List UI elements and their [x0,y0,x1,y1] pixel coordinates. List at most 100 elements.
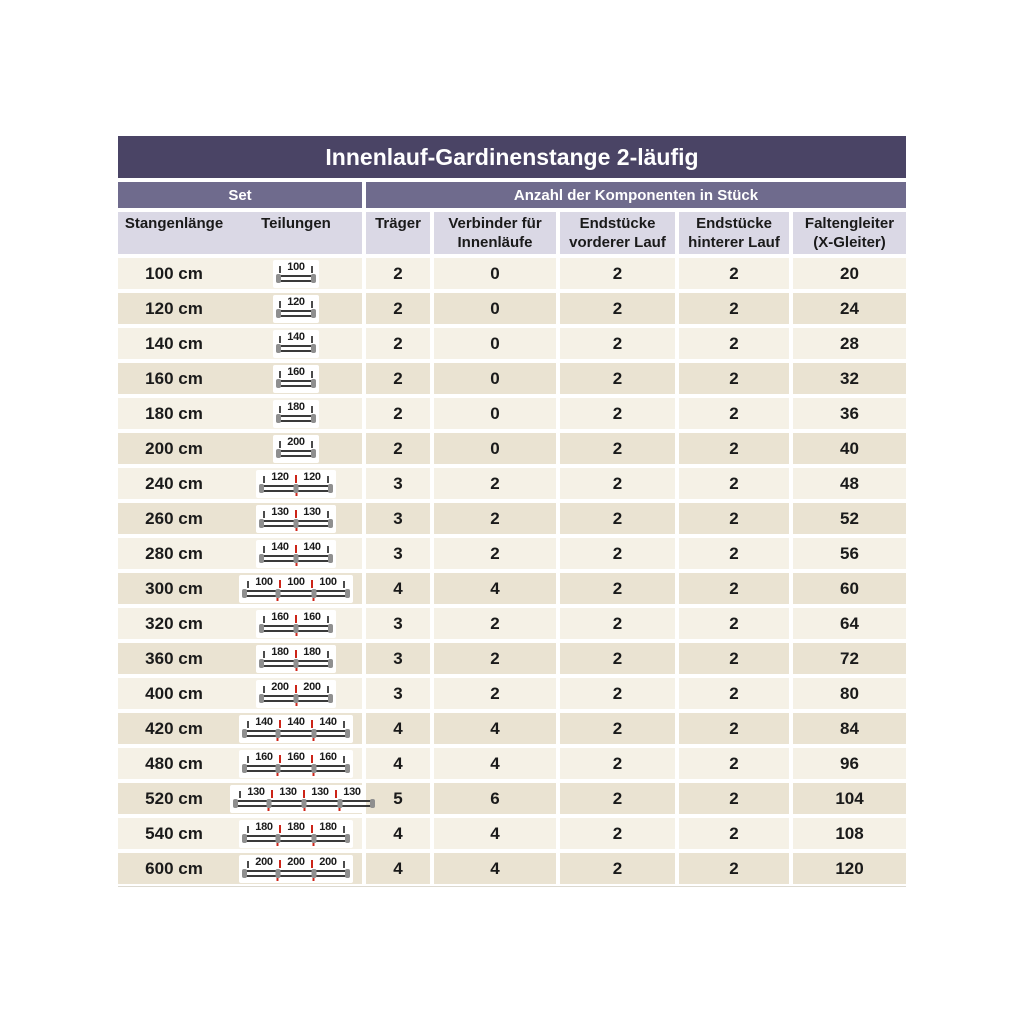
segment-length-label: 120 [287,295,305,308]
rod-length-value: 160 cm [145,368,203,388]
rod-graphic [259,553,333,566]
rod-graphic [276,308,316,320]
rod-division-diagram: 200 200 [230,679,362,708]
curtain-rod-icon: 160 160 160 [239,749,353,778]
dimension-tick-icon [343,580,345,588]
joint-tick-icon [279,754,281,763]
table-row: 320 cm 160 160 3 2 2 2 64 [118,608,906,639]
traeger-count: 3 [366,608,430,639]
rod-endcap-icon [233,798,238,808]
traeger-count: 5 [366,783,430,814]
dimension-tick-icon [279,405,281,413]
faltengleiter-count: 80 [793,678,906,709]
dimension-tick-icon [279,370,281,378]
segment-length-label: 100 [319,575,337,588]
table-row: 100 cm 100 2 0 2 2 20 [118,258,906,289]
rod-length-value: 100 cm [145,263,203,283]
column-header-stangenlaenge: Stangenlänge [124,215,224,232]
dimension-tick-icon [327,650,329,658]
endstuecke-vorderer-lauf-count: 2 [560,258,675,289]
rod-endcap-icon [242,728,247,738]
dimension-tick-icon [263,615,265,623]
faltengleiter-count: 32 [793,363,906,394]
dimension-tick-icon [263,510,265,518]
rod-endcap-icon [276,378,281,388]
rod-graphic [276,273,316,285]
segment-length-label: 140 [319,715,337,728]
curtain-rod-icon: 180 180 180 [239,819,353,848]
set-cell: 240 cm 120 120 [118,468,362,499]
rod-length-value: 320 cm [145,613,203,633]
dimension-tick-icon [311,405,313,413]
set-cell: 260 cm 130 130 [118,503,362,534]
table-title: Innenlauf-Gardinenstange 2-läufig [118,136,906,178]
table-row: 140 cm 140 2 0 2 2 28 [118,328,906,359]
segment-length-label: 180 [271,645,289,658]
rod-division-diagram: 180 180 180 [230,819,362,848]
dimension-tick-icon [327,615,329,623]
curtain-rod-icon: 120 [273,294,319,323]
endstuecke-vorderer-lauf-count: 2 [560,748,675,779]
joint-tick-icon [311,579,313,588]
traeger-count: 3 [366,468,430,499]
segment-length-label: 200 [287,855,305,868]
curtain-rod-icon: 140 140 140 [239,714,353,743]
rod-graphic [276,378,316,390]
set-cell: 100 cm 100 [118,258,362,289]
joint-tick-icon [311,824,313,833]
rod-graphic [242,728,350,741]
endstuecke-hinterer-lauf-count: 2 [679,853,789,884]
verbinder-count: 2 [434,538,556,569]
rod-length-value: 300 cm [145,578,203,598]
faltengleiter-count: 20 [793,258,906,289]
rod-connector-icon [311,833,317,846]
faltengleiter-count: 104 [793,783,906,814]
segment-length-label: 180 [287,820,305,833]
endstuecke-hinterer-lauf-count: 2 [679,468,789,499]
set-cell: 180 cm 180 [118,398,362,429]
faltengleiter-count: 84 [793,713,906,744]
faltengleiter-count: 96 [793,748,906,779]
curtain-rod-icon: 200 [273,434,319,463]
segment-length-label: 160 [319,750,337,763]
rod-division-diagram: 120 120 [230,469,362,498]
verbinder-count: 4 [434,573,556,604]
segment-length-label: 180 [303,645,321,658]
curtain-rod-icon: 130 130 130 130 [230,784,378,813]
dimension-tick-icon [279,300,281,308]
verbinder-count: 0 [434,363,556,394]
segment-length-label: 120 [271,470,289,483]
joint-tick-icon [311,859,313,868]
rod-division-diagram: 160 160 [230,609,362,638]
rod-division-diagram: 200 [230,434,362,463]
endstuecke-vorderer-lauf-count: 2 [560,433,675,464]
endstuecke-hinterer-lauf-count: 2 [679,643,789,674]
dimension-tick-icon [263,650,265,658]
rod-endcap-icon [345,588,350,598]
rod-graphic [276,448,316,460]
endstuecke-vorderer-lauf-count: 2 [560,713,675,744]
rod-graphic [259,658,333,671]
set-cell: 120 cm 120 [118,293,362,324]
endstuecke-hinterer-lauf-count: 2 [679,748,789,779]
group-header-row: Set Anzahl der Komponenten in Stück [118,182,906,208]
column-header-traeger: Träger [366,212,430,254]
segment-length-label: 100 [287,575,305,588]
verbinder-count: 4 [434,853,556,884]
rod-endcap-icon [328,483,333,493]
joint-tick-icon [295,474,297,483]
endstuecke-vorderer-lauf-count: 2 [560,853,675,884]
rod-connector-icon [311,728,317,741]
endstuecke-hinterer-lauf-count: 2 [679,503,789,534]
rod-endcap-icon [328,553,333,563]
rod-division-diagram: 100 [230,259,362,288]
endstuecke-vorderer-lauf-count: 2 [560,783,675,814]
rod-endcap-icon [242,588,247,598]
column-header-teilungen: Teilungen [261,215,331,232]
rod-connector-icon [293,693,299,706]
set-cell: 360 cm 180 180 [118,643,362,674]
endstuecke-hinterer-lauf-count: 2 [679,783,789,814]
faltengleiter-count: 24 [793,293,906,324]
dimension-tick-icon [327,685,329,693]
traeger-count: 3 [366,643,430,674]
